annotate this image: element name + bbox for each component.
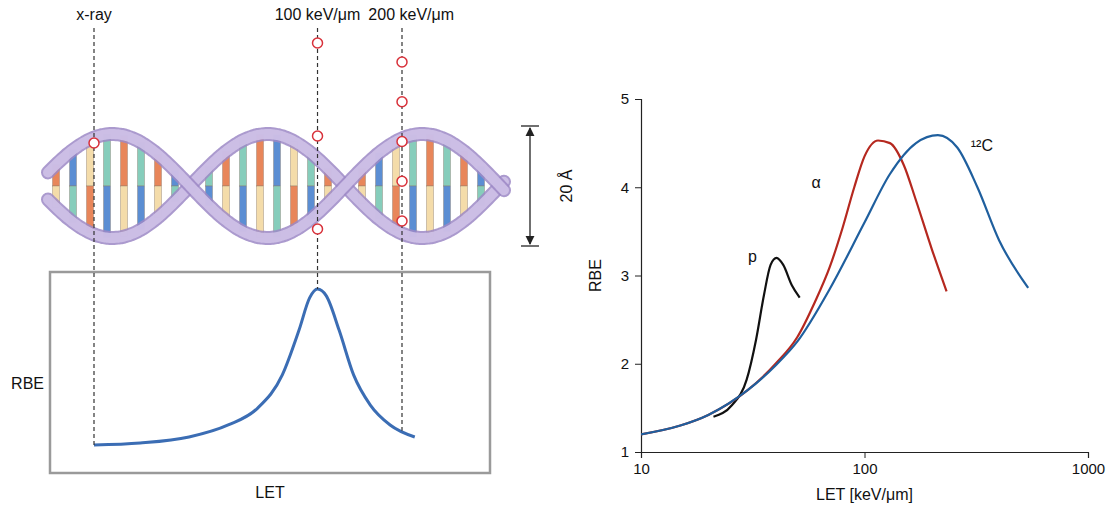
- strand: [48, 134, 504, 238]
- tick: 1: [621, 443, 641, 460]
- ionization: [89, 138, 99, 148]
- tick-mark: [635, 99, 641, 100]
- base: [104, 134, 111, 186]
- tick: 100: [852, 452, 877, 477]
- series-labels: p α ¹²C: [748, 137, 993, 265]
- figure: 20 Å LET RBE 10 100 1000 1 2 3 4 5 LET [keV/μm] RBE p…: [0, 0, 1116, 512]
- base: [427, 186, 434, 237]
- tick-label: 2: [621, 355, 629, 372]
- series-line: [713, 258, 799, 417]
- series-line: [641, 135, 1028, 434]
- ionization: [397, 97, 407, 107]
- tick-mark: [635, 452, 641, 453]
- y-axis-title: RBE: [587, 259, 604, 292]
- base: [104, 186, 111, 238]
- tick: 5: [621, 90, 641, 107]
- series-label: α: [811, 174, 820, 191]
- marker-label: 200 keV/μm: [368, 6, 454, 23]
- tick-mark: [635, 187, 641, 188]
- series-label: ¹²C: [971, 137, 993, 154]
- marker-line: [401, 28, 402, 431]
- plot-marks: [641, 135, 1028, 434]
- marker-line: [93, 28, 94, 445]
- height-cap: [521, 245, 539, 246]
- plot-frame: [50, 272, 490, 473]
- series-line: [641, 140, 947, 434]
- ionization: [313, 224, 323, 234]
- tick-label: 100: [852, 460, 877, 477]
- x-axis-title: LET: [255, 484, 285, 501]
- tick: 4: [621, 179, 641, 196]
- chart: LET RBE: [11, 272, 490, 501]
- tick-mark: [1088, 452, 1089, 458]
- let-markers: x-ray 100 keV/μm 200 keV/μm: [76, 6, 454, 445]
- strand: [48, 134, 504, 238]
- base: [427, 135, 434, 186]
- tick-mark: [865, 452, 866, 458]
- height-cap: [521, 125, 539, 126]
- height-label: 20 Å: [557, 169, 575, 202]
- dna-diagram: 20 Å: [48, 126, 575, 246]
- series-label: p: [748, 248, 757, 265]
- axis-line: [642, 453, 1089, 459]
- marker-line: [317, 28, 318, 289]
- tick-label: 1000: [1072, 460, 1105, 477]
- tick-label: 10: [633, 460, 650, 477]
- ionization: [397, 57, 407, 67]
- ionization: [397, 216, 407, 226]
- base: [257, 186, 264, 237]
- axis-line: [635, 100, 642, 453]
- ionization: [313, 38, 323, 48]
- height-arrow: [529, 128, 530, 244]
- marker-label: x-ray: [76, 6, 112, 23]
- plot-marks: [94, 289, 415, 445]
- series-line: [94, 289, 415, 445]
- strand-edge: [48, 134, 504, 238]
- marker-label: 100 keV/μm: [275, 6, 361, 23]
- axis: 10 100 1000: [633, 452, 1105, 477]
- tick-mark: [635, 364, 641, 365]
- tick-label: 4: [621, 179, 629, 196]
- tick: 2: [621, 355, 641, 372]
- x-axis-title: LET [keV/μm]: [816, 486, 913, 503]
- tick: 10: [633, 452, 650, 477]
- base: [257, 135, 264, 186]
- ionization: [397, 137, 407, 147]
- y-axis-title: RBE: [11, 375, 44, 392]
- tick-mark: [635, 276, 641, 277]
- tick-label: 3: [621, 267, 629, 284]
- chart: 10 100 1000 1 2 3 4 5 LET [keV/μm] RBE p α ¹²C: [587, 90, 1105, 503]
- tick-label: 1: [621, 443, 629, 460]
- axis: 1 2 3 4 5: [621, 90, 642, 460]
- base-pairs: [53, 134, 485, 237]
- ionization: [313, 131, 323, 141]
- tick: 1000: [1072, 452, 1105, 477]
- ionization: [397, 176, 407, 186]
- strand-edge: [48, 134, 504, 238]
- tick-label: 5: [621, 90, 629, 107]
- tick: 3: [621, 267, 641, 284]
